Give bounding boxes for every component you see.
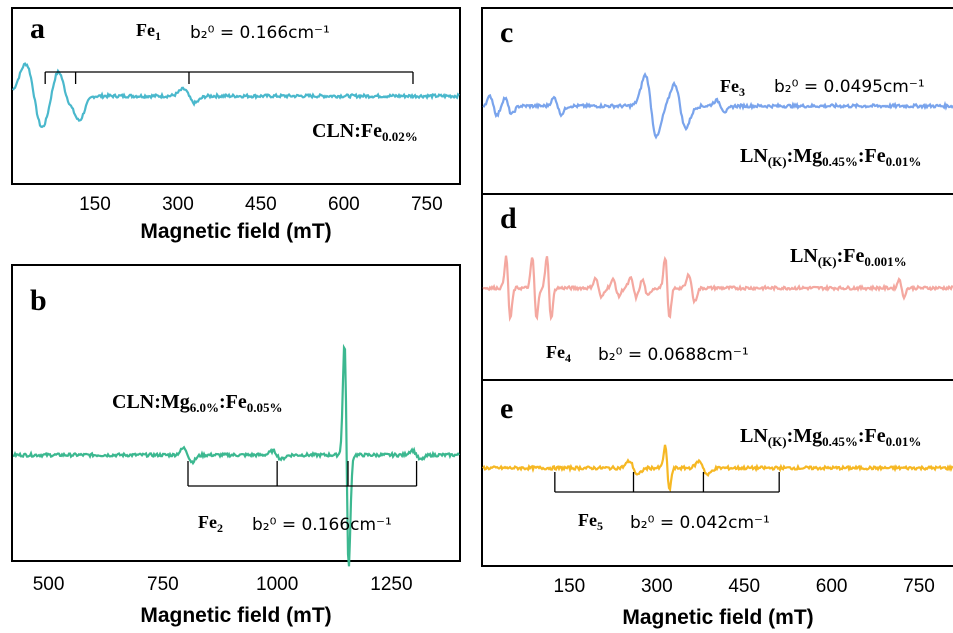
sample-label-c: LN(K):Mg0.45%:Fe0.01% [740, 145, 921, 169]
panel-e-frame [481, 379, 953, 567]
panel-c: c Fe3 b₂⁰ = 0.0495cm⁻¹ LN(K):Mg0.45%:Fe0… [481, 7, 953, 195]
b-param-d: b₂⁰ = 0.0688cm⁻¹ [598, 345, 749, 365]
x-tick-label-b: 750 [147, 574, 179, 595]
panel-a-marks [12, 62, 460, 129]
x-tick-label-a: 450 [245, 194, 277, 215]
spectrum-trace-c [482, 71, 953, 140]
x-tick-label-e: 600 [816, 576, 848, 597]
x-ticks-e: 150 300 450 600 750 [554, 576, 935, 597]
spectrum-trace-d [482, 255, 953, 323]
panel-label-c: c [500, 16, 513, 49]
panel-b-marks [12, 343, 460, 567]
x-tick-label-a: 600 [328, 194, 360, 215]
spectrum-trace-a [12, 62, 460, 129]
x-tick-label-b: 1000 [256, 574, 298, 595]
x-tick-label-b: 500 [33, 574, 65, 595]
b-param-e: b₂⁰ = 0.042cm⁻¹ [630, 513, 770, 533]
x-tick-label-b: 1250 [370, 574, 412, 595]
spectrum-trace-b [12, 343, 460, 567]
sample-label-b: CLN:Mg6.0%:Fe0.05% [112, 391, 283, 415]
panel-d: d LN(K):Fe0.001% Fe4 b₂⁰ = 0.0688cm⁻¹ [481, 193, 953, 381]
panel-b: b CLN:Mg6.0%:Fe0.05% Fe2 b₂⁰ = 0.166cm⁻¹… [11, 264, 461, 627]
sample-label-a: CLN:Fe0.02% [312, 120, 418, 144]
x-axis-label-a: Magnetic field (mT) [140, 220, 331, 243]
sample-label-d: LN(K):Fe0.001% [790, 245, 907, 269]
fe-label-e: Fe5 [578, 510, 603, 533]
fe-label-b: Fe2 [198, 512, 223, 535]
panel-label-a: a [30, 12, 45, 45]
x-tick-label-a: 300 [162, 194, 194, 215]
x-tick-label-e: 450 [728, 576, 760, 597]
x-axis-label-e: Magnetic field (mT) [622, 606, 813, 629]
x-ticks-a: 150 300 450 600 750 [79, 194, 443, 215]
panel-label-e: e [500, 392, 513, 425]
panel-d-marks [482, 255, 953, 323]
x-tick-label-e: 150 [554, 576, 586, 597]
x-tick-label-a: 150 [79, 194, 111, 215]
fe-label-a: Fe1 [136, 20, 161, 43]
b-param-c: b₂⁰ = 0.0495cm⁻¹ [774, 77, 925, 97]
x-tick-label-e: 300 [641, 576, 673, 597]
panel-label-d: d [500, 202, 517, 235]
fe-label-c: Fe3 [720, 76, 745, 99]
panel-a-frame [11, 7, 461, 185]
panel-c-marks [482, 71, 953, 140]
x-ticks-b: 500 750 1000 1250 [33, 574, 413, 595]
x-tick-label-a: 750 [411, 194, 443, 215]
b-param-b: b₂⁰ = 0.166cm⁻¹ [252, 515, 392, 535]
x-tick-label-e: 750 [903, 576, 935, 597]
sample-label-e: LN(K):Mg0.45%:Fe0.01% [740, 425, 921, 449]
b-param-a: b₂⁰ = 0.166cm⁻¹ [190, 23, 330, 43]
fe-label-d: Fe4 [546, 342, 571, 365]
panel-e: e LN(K):Mg0.45%:Fe0.01% Fe5 b₂⁰ = 0.042c… [481, 379, 953, 629]
panel-a: a Fe1 b₂⁰ = 0.166cm⁻¹ CLN:Fe0.02% 150 300… [11, 7, 461, 243]
panel-label-b: b [30, 284, 47, 317]
spectrum-trace-e [482, 444, 953, 493]
panel-e-marks [482, 444, 953, 493]
panel-b-frame [11, 264, 461, 562]
x-axis-label-b: Magnetic field (mT) [140, 604, 331, 627]
